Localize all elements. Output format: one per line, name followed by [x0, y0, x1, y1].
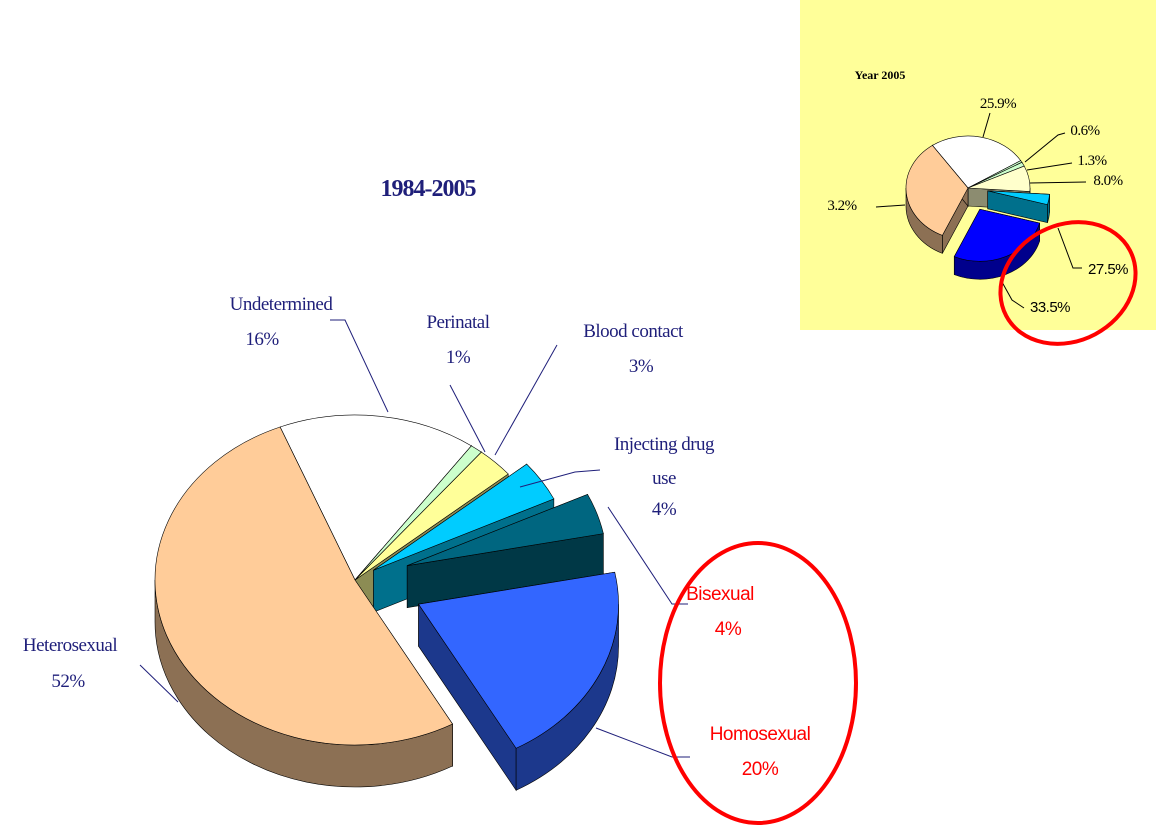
leader-line	[330, 319, 389, 413]
highlight-ellipse	[658, 541, 858, 825]
value-label: 4%	[714, 619, 742, 640]
value-label: 4%	[651, 499, 677, 520]
leader-line	[449, 384, 486, 453]
slice	[154, 426, 454, 746]
leader-line	[139, 664, 179, 703]
category-label: Blood contact	[583, 321, 683, 342]
value-label: 20%	[741, 759, 779, 780]
slice	[987, 190, 1050, 205]
category-label: Homosexual	[709, 724, 811, 745]
leader-line	[494, 344, 558, 456]
leader-line	[607, 506, 688, 605]
value-label: 27.5%	[1087, 261, 1129, 278]
chart-title: Year 2005	[854, 68, 906, 82]
value-label: 0.6%	[1070, 123, 1100, 139]
category-label: Bisexual	[686, 584, 754, 605]
value-label: 33.5%	[1029, 299, 1071, 316]
slice	[354, 451, 509, 581]
category-label: Perinatal	[426, 312, 490, 333]
leader-line	[1024, 132, 1066, 163]
category-label: Heterosexual	[22, 635, 118, 656]
value-label: 52%	[51, 671, 85, 692]
pies	[139, 112, 1087, 792]
value-label: 3%	[628, 356, 654, 377]
leader-line	[519, 469, 601, 488]
chart-title: 1984-2005	[380, 176, 477, 202]
leader-line	[1029, 181, 1087, 184]
slice	[905, 145, 969, 236]
leader-line	[982, 112, 991, 138]
slice	[967, 165, 1031, 192]
highlight-ellipse	[998, 220, 1138, 346]
category-label: Undetermined	[229, 294, 333, 315]
leader-line	[1057, 227, 1082, 269]
leader-line	[1001, 281, 1025, 309]
slice	[407, 494, 604, 566]
category-label: Injecting drug use	[613, 434, 715, 489]
slice	[931, 135, 1022, 189]
value-label: 1%	[445, 347, 471, 368]
value-label: 1.3%	[1077, 153, 1107, 169]
value-label: 3.2%	[827, 198, 857, 214]
slice	[279, 414, 472, 581]
leader-line	[875, 204, 906, 208]
value-label: 25.9%	[979, 96, 1017, 112]
slice	[418, 571, 619, 749]
value-label: 8.0%	[1093, 173, 1123, 189]
leader-line	[595, 727, 690, 758]
value-label: 16%	[245, 329, 279, 350]
leader-line	[1026, 162, 1073, 171]
